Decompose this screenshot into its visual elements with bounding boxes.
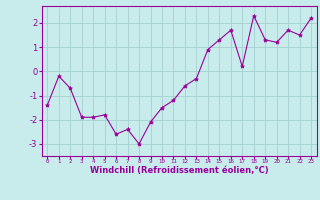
X-axis label: Windchill (Refroidissement éolien,°C): Windchill (Refroidissement éolien,°C) [90,166,268,175]
